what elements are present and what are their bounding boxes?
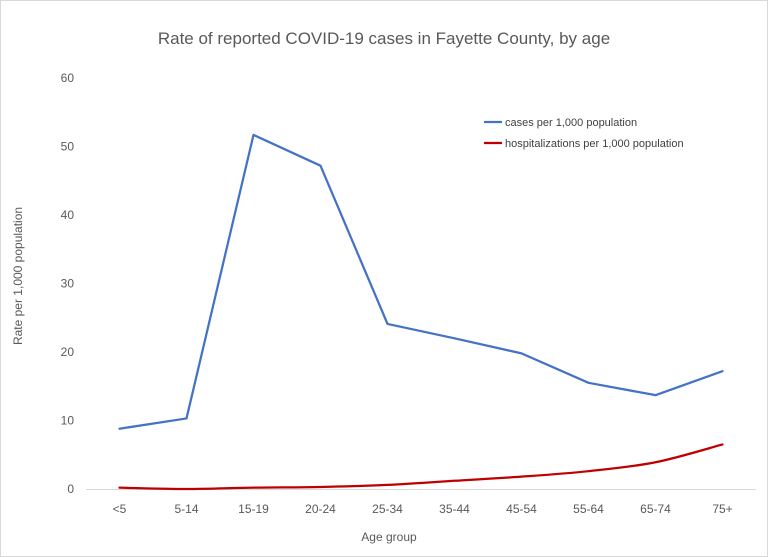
y-tick-label: 40 [61,208,75,222]
legend-label: hospitalizations per 1,000 population [505,138,684,150]
legend-label: cases per 1,000 population [505,117,637,129]
series-line-hospitalizations [118,443,724,491]
series-line-cases [118,133,724,430]
y-axis-label: Rate per 1,000 population [11,207,25,345]
legend: cases per 1,000 population hospitalizatio… [484,117,684,150]
y-tick-label: 60 [61,71,75,85]
x-tick-label: 45-54 [506,502,537,516]
x-tick-label: <5 [113,502,127,516]
chart-title: Rate of reported COVID-19 cases in Fayet… [158,29,610,48]
y-tick-label: 50 [61,140,75,154]
y-tick-label: 10 [61,414,75,428]
x-tick-label: 25-34 [372,502,403,516]
x-tick-label: 5-14 [174,502,198,516]
x-tick-label: 35-44 [439,502,470,516]
y-axis-ticks: 0 10 20 30 40 50 60 [61,71,75,496]
x-tick-label: 20-24 [305,502,336,516]
x-axis-ticks: <5 5-14 15-19 20-24 25-34 35-44 45-54 55-64 65-7… [113,502,733,516]
x-tick-label: 15-19 [238,502,269,516]
series-lines [118,133,724,491]
y-tick-label: 0 [67,482,74,496]
x-tick-label: 75+ [712,502,732,516]
y-tick-label: 30 [61,277,75,291]
x-axis-label: Age group [361,530,417,544]
x-tick-label: 65-74 [640,502,671,516]
x-tick-label: 55-64 [573,502,604,516]
y-tick-label: 20 [61,345,75,359]
